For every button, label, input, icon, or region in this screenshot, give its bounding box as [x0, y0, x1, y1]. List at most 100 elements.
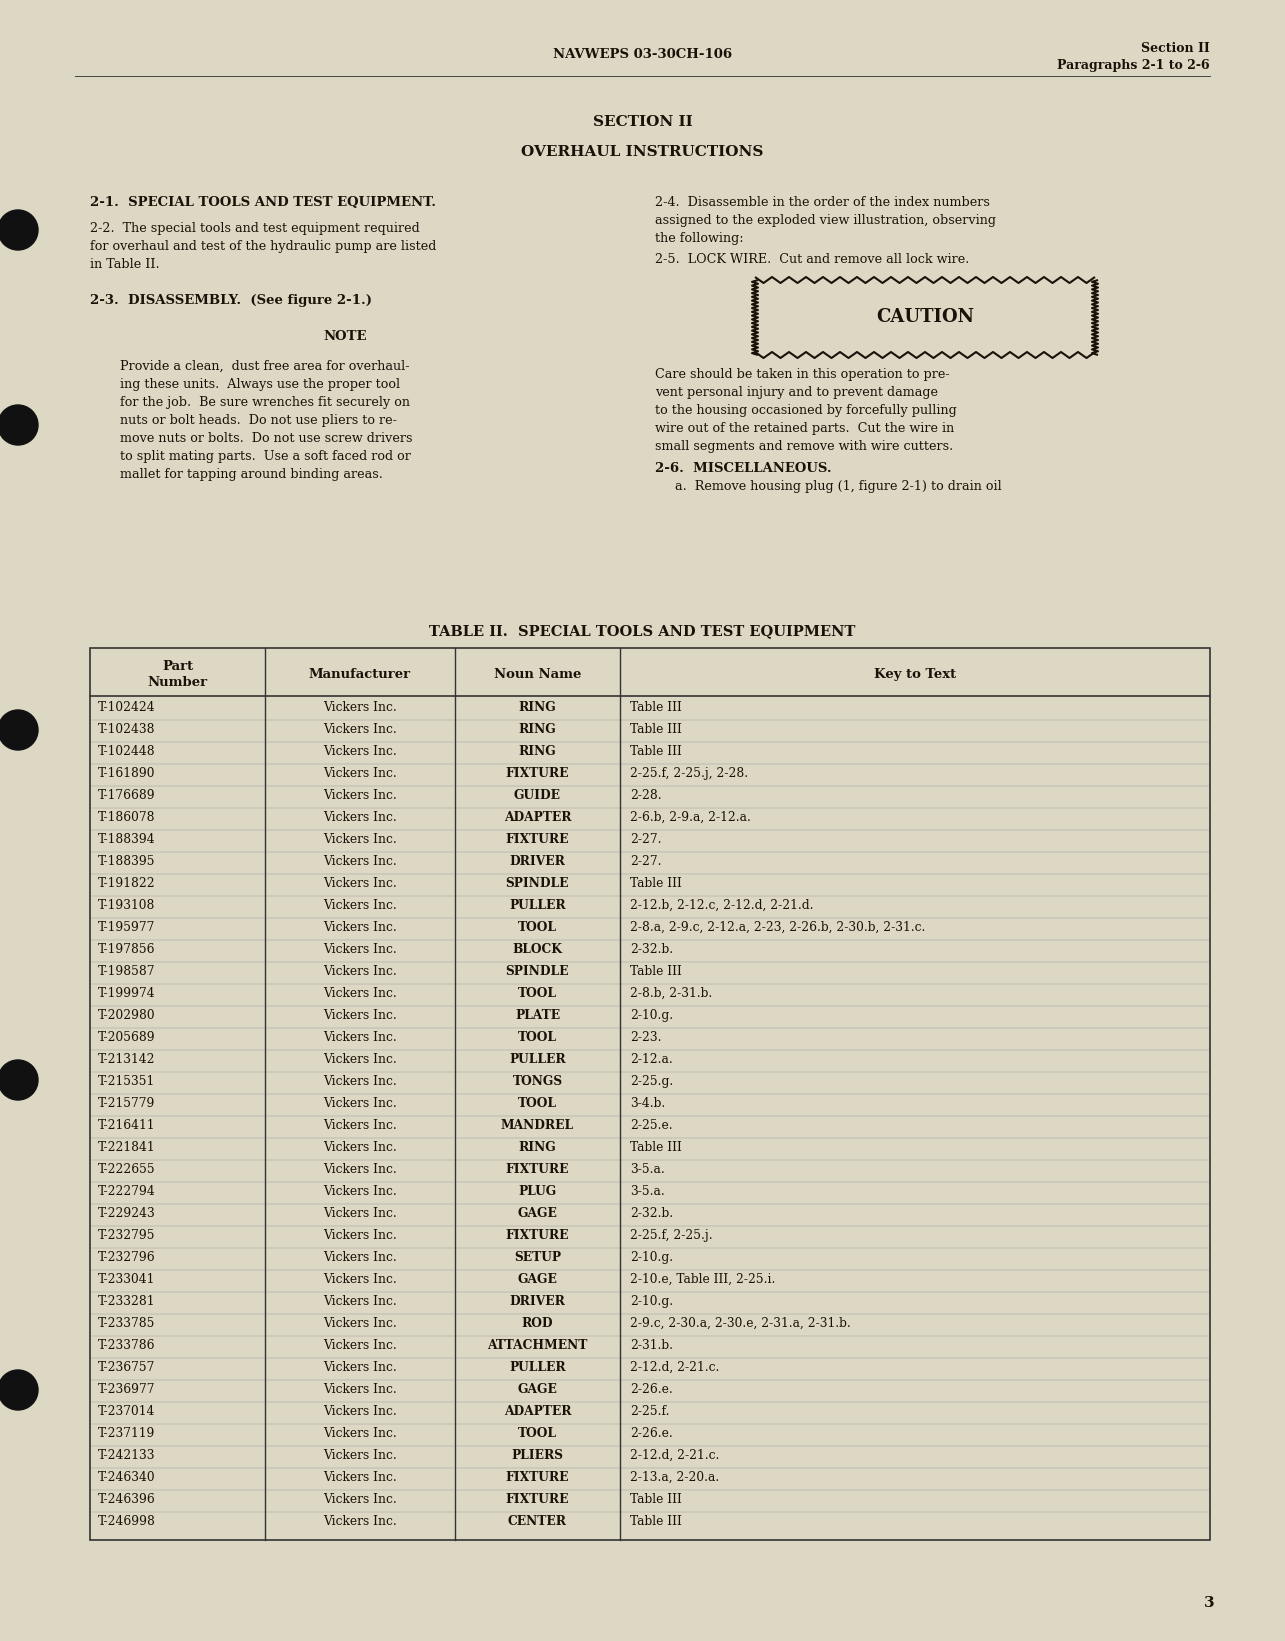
Text: Vickers Inc.: Vickers Inc. — [323, 789, 397, 802]
Circle shape — [0, 711, 39, 750]
Text: RING: RING — [519, 724, 556, 737]
Text: FIXTURE: FIXTURE — [506, 834, 569, 847]
Text: Table III: Table III — [630, 1515, 682, 1528]
Text: FIXTURE: FIXTURE — [506, 1470, 569, 1483]
Text: Part: Part — [162, 660, 193, 673]
Text: 2-2.  The special tools and test equipment required: 2-2. The special tools and test equipmen… — [90, 222, 420, 235]
Text: T-216411: T-216411 — [98, 1119, 155, 1132]
Text: 3-4.b.: 3-4.b. — [630, 1096, 666, 1109]
Text: 2-25.f.: 2-25.f. — [630, 1405, 669, 1418]
Text: ADAPTER: ADAPTER — [504, 811, 572, 824]
Text: Vickers Inc.: Vickers Inc. — [323, 1383, 397, 1396]
Text: ADAPTER: ADAPTER — [504, 1405, 572, 1418]
Text: FIXTURE: FIXTURE — [506, 1163, 569, 1177]
Text: T-205689: T-205689 — [98, 1031, 155, 1044]
Text: Vickers Inc.: Vickers Inc. — [323, 1031, 397, 1044]
Text: vent personal injury and to prevent damage: vent personal injury and to prevent dama… — [655, 386, 938, 399]
Text: T-191822: T-191822 — [98, 876, 155, 889]
Circle shape — [0, 1060, 39, 1099]
Text: 2-25.g.: 2-25.g. — [630, 1075, 673, 1088]
Text: Section II: Section II — [1141, 41, 1210, 54]
Text: Table III: Table III — [630, 1140, 682, 1154]
Text: 2-10.e, Table III, 2-25.i.: 2-10.e, Table III, 2-25.i. — [630, 1273, 775, 1287]
Text: 2-10.g.: 2-10.g. — [630, 1250, 673, 1264]
Text: CAUTION: CAUTION — [876, 309, 974, 327]
Text: 2-31.b.: 2-31.b. — [630, 1339, 673, 1352]
Text: PLIERS: PLIERS — [511, 1449, 564, 1462]
Text: Vickers Inc.: Vickers Inc. — [323, 986, 397, 999]
Text: PLUG: PLUG — [518, 1185, 556, 1198]
Text: T-242133: T-242133 — [98, 1449, 155, 1462]
Text: T-199974: T-199974 — [98, 986, 155, 999]
Text: 2-25.f, 2-25.j.: 2-25.f, 2-25.j. — [630, 1229, 713, 1242]
Text: T-246340: T-246340 — [98, 1470, 155, 1483]
Text: Vickers Inc.: Vickers Inc. — [323, 1075, 397, 1088]
Text: T-161890: T-161890 — [98, 766, 155, 779]
Text: TONGS: TONGS — [513, 1075, 563, 1088]
Text: PULLER: PULLER — [509, 1360, 565, 1374]
Text: PULLER: PULLER — [509, 1054, 565, 1067]
Text: Vickers Inc.: Vickers Inc. — [323, 855, 397, 868]
Text: T-102438: T-102438 — [98, 724, 155, 737]
Text: T-232795: T-232795 — [98, 1229, 155, 1242]
Text: 2-26.e.: 2-26.e. — [630, 1383, 673, 1396]
Text: Number: Number — [148, 676, 208, 689]
Text: PLATE: PLATE — [515, 1009, 560, 1022]
Text: Vickers Inc.: Vickers Inc. — [323, 1163, 397, 1177]
Text: T-237014: T-237014 — [98, 1405, 155, 1418]
Text: Table III: Table III — [630, 724, 682, 737]
Text: FIXTURE: FIXTURE — [506, 1493, 569, 1506]
Text: MANDREL: MANDREL — [501, 1119, 574, 1132]
Text: DRIVER: DRIVER — [510, 855, 565, 868]
Text: Care should be taken in this operation to pre-: Care should be taken in this operation t… — [655, 368, 950, 381]
Text: T-222794: T-222794 — [98, 1185, 155, 1198]
Text: 2-12.d, 2-21.c.: 2-12.d, 2-21.c. — [630, 1449, 720, 1462]
Text: Key to Text: Key to Text — [874, 668, 956, 681]
Text: 2-8.b, 2-31.b.: 2-8.b, 2-31.b. — [630, 986, 712, 999]
Text: 2-6.b, 2-9.a, 2-12.a.: 2-6.b, 2-9.a, 2-12.a. — [630, 811, 750, 824]
Text: T-198587: T-198587 — [98, 965, 155, 978]
Text: Vickers Inc.: Vickers Inc. — [323, 1295, 397, 1308]
Text: SETUP: SETUP — [514, 1250, 562, 1264]
Text: T-237119: T-237119 — [98, 1428, 155, 1441]
Text: 2-25.f, 2-25.j, 2-28.: 2-25.f, 2-25.j, 2-28. — [630, 766, 748, 779]
Text: T-232796: T-232796 — [98, 1250, 155, 1264]
Text: Vickers Inc.: Vickers Inc. — [323, 944, 397, 957]
Text: Vickers Inc.: Vickers Inc. — [323, 724, 397, 737]
Text: nuts or bolt heads.  Do not use pliers to re-: nuts or bolt heads. Do not use pliers to… — [120, 414, 397, 427]
Text: ROD: ROD — [522, 1318, 554, 1329]
Text: T-236977: T-236977 — [98, 1383, 155, 1396]
Text: SPINDLE: SPINDLE — [506, 965, 569, 978]
Text: Vickers Inc.: Vickers Inc. — [323, 811, 397, 824]
Text: assigned to the exploded view illustration, observing: assigned to the exploded view illustrati… — [655, 213, 996, 226]
Text: Vickers Inc.: Vickers Inc. — [323, 1360, 397, 1374]
Text: FIXTURE: FIXTURE — [506, 766, 569, 779]
Text: Vickers Inc.: Vickers Inc. — [323, 1470, 397, 1483]
Text: T-215779: T-215779 — [98, 1096, 155, 1109]
Text: Vickers Inc.: Vickers Inc. — [323, 1515, 397, 1528]
Text: T-233281: T-233281 — [98, 1295, 155, 1308]
Text: T-186078: T-186078 — [98, 811, 155, 824]
Text: Vickers Inc.: Vickers Inc. — [323, 1119, 397, 1132]
Text: 2-1.  SPECIAL TOOLS AND TEST EQUIPMENT.: 2-1. SPECIAL TOOLS AND TEST EQUIPMENT. — [90, 195, 436, 208]
Text: 3-5.a.: 3-5.a. — [630, 1185, 664, 1198]
Text: Vickers Inc.: Vickers Inc. — [323, 1273, 397, 1287]
Text: 2-26.e.: 2-26.e. — [630, 1428, 673, 1441]
Text: Vickers Inc.: Vickers Inc. — [323, 1140, 397, 1154]
Text: TOOL: TOOL — [518, 1096, 556, 1109]
Text: Vickers Inc.: Vickers Inc. — [323, 1229, 397, 1242]
Text: T-197856: T-197856 — [98, 944, 155, 957]
Text: 3: 3 — [1204, 1597, 1216, 1610]
Text: Vickers Inc.: Vickers Inc. — [323, 766, 397, 779]
Text: 2-27.: 2-27. — [630, 834, 662, 847]
Circle shape — [0, 210, 39, 249]
Text: 3-5.a.: 3-5.a. — [630, 1163, 664, 1177]
Text: Vickers Inc.: Vickers Inc. — [323, 1009, 397, 1022]
Text: Table III: Table III — [630, 965, 682, 978]
Text: Vickers Inc.: Vickers Inc. — [323, 921, 397, 934]
Text: 2-23.: 2-23. — [630, 1031, 662, 1044]
Text: Table III: Table III — [630, 701, 682, 714]
Text: a.  Remove housing plug (1, figure 2-1) to drain oil: a. Remove housing plug (1, figure 2-1) t… — [675, 481, 1002, 492]
Text: T-229243: T-229243 — [98, 1208, 155, 1219]
Text: 2-12.b, 2-12.c, 2-12.d, 2-21.d.: 2-12.b, 2-12.c, 2-12.d, 2-21.d. — [630, 899, 813, 912]
